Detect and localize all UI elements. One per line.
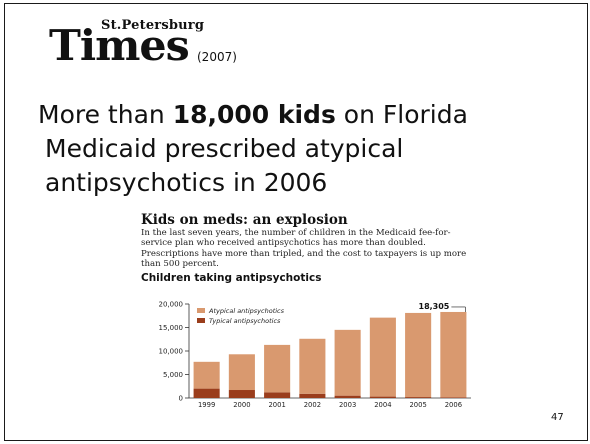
bar-typical-2003 xyxy=(334,395,361,398)
x-tick-label: 1999 xyxy=(198,401,215,409)
bar-typical-2001 xyxy=(264,392,291,398)
headline-line-3: antipsychotics in 2006 xyxy=(45,168,328,197)
bar-typical-2002 xyxy=(299,393,326,398)
logo-title-text: Times xyxy=(49,21,190,70)
bar-atypical-2004 xyxy=(369,317,396,397)
bar-chart: 20,000 15,000 10,000 5,000 0 1999 2000 2001 2002… xyxy=(159,301,471,409)
y-tick-label: 5,000 xyxy=(163,371,183,379)
slide-headline: More than 18,000 kids on Florida Medicai… xyxy=(38,98,558,200)
bar-typical-2000 xyxy=(228,390,255,398)
bar-typical-2005 xyxy=(405,397,432,398)
legend-swatch-typical xyxy=(197,318,205,323)
bar-atypical-2000 xyxy=(228,354,255,391)
x-tick-label: 2004 xyxy=(374,401,391,409)
bar-atypical-2001 xyxy=(264,344,291,393)
figure-description: In the last seven years, the number of c… xyxy=(141,228,467,269)
x-tick-label: 2005 xyxy=(409,401,426,409)
bar-atypical-1999 xyxy=(193,361,220,389)
x-tick-label: 2001 xyxy=(268,401,285,409)
legend-swatch-atypical xyxy=(197,308,205,313)
y-tick-label: 20,000 xyxy=(159,301,184,309)
chart-title: Children taking antipsychotics xyxy=(141,272,322,285)
bar-atypical-2003 xyxy=(334,329,361,396)
x-tick-label: 2003 xyxy=(339,401,356,409)
bar-typical-1999 xyxy=(193,388,220,398)
newspaper-figure: Kids on meds: an explosion In the last s… xyxy=(141,212,471,409)
page-number: 47 xyxy=(551,412,564,423)
masthead: St.Petersburg Times (2007) xyxy=(49,18,237,70)
bar-atypical-2002 xyxy=(299,338,326,394)
legend-label-typical: Typical antipsychotics xyxy=(209,317,281,325)
bar-typical-2006 xyxy=(440,397,467,398)
y-tick-label: 15,000 xyxy=(159,324,184,332)
newspaper-logo: St.Petersburg Times xyxy=(49,18,204,70)
headline-line-1: More than 18,000 kids on Florida xyxy=(38,100,468,129)
x-tick-label: 2000 xyxy=(233,401,250,409)
bar-typical-2004 xyxy=(369,396,396,398)
slide: St.Petersburg Times (2007) More than 18,… xyxy=(4,3,588,441)
figure-title: Kids on meds: an explosion xyxy=(141,212,348,228)
headline-line-2: Medicaid prescribed atypical xyxy=(45,134,404,163)
headline-emphasis: 18,000 kids xyxy=(172,100,336,129)
x-tick-label: 2006 xyxy=(445,401,462,409)
legend-label-atypical: Atypical antipsychotics xyxy=(208,307,285,315)
x-tick-label: 2002 xyxy=(304,401,321,409)
y-tick-label: 10,000 xyxy=(159,348,184,356)
bar-atypical-2005 xyxy=(405,312,432,398)
bar-atypical-2006 xyxy=(440,311,467,398)
y-tick-label: 0 xyxy=(179,395,183,403)
logo-city-text: St.Petersburg xyxy=(101,18,205,33)
bar-value-annotation: 18,305 xyxy=(419,302,450,311)
logo-year: (2007) xyxy=(197,50,237,64)
